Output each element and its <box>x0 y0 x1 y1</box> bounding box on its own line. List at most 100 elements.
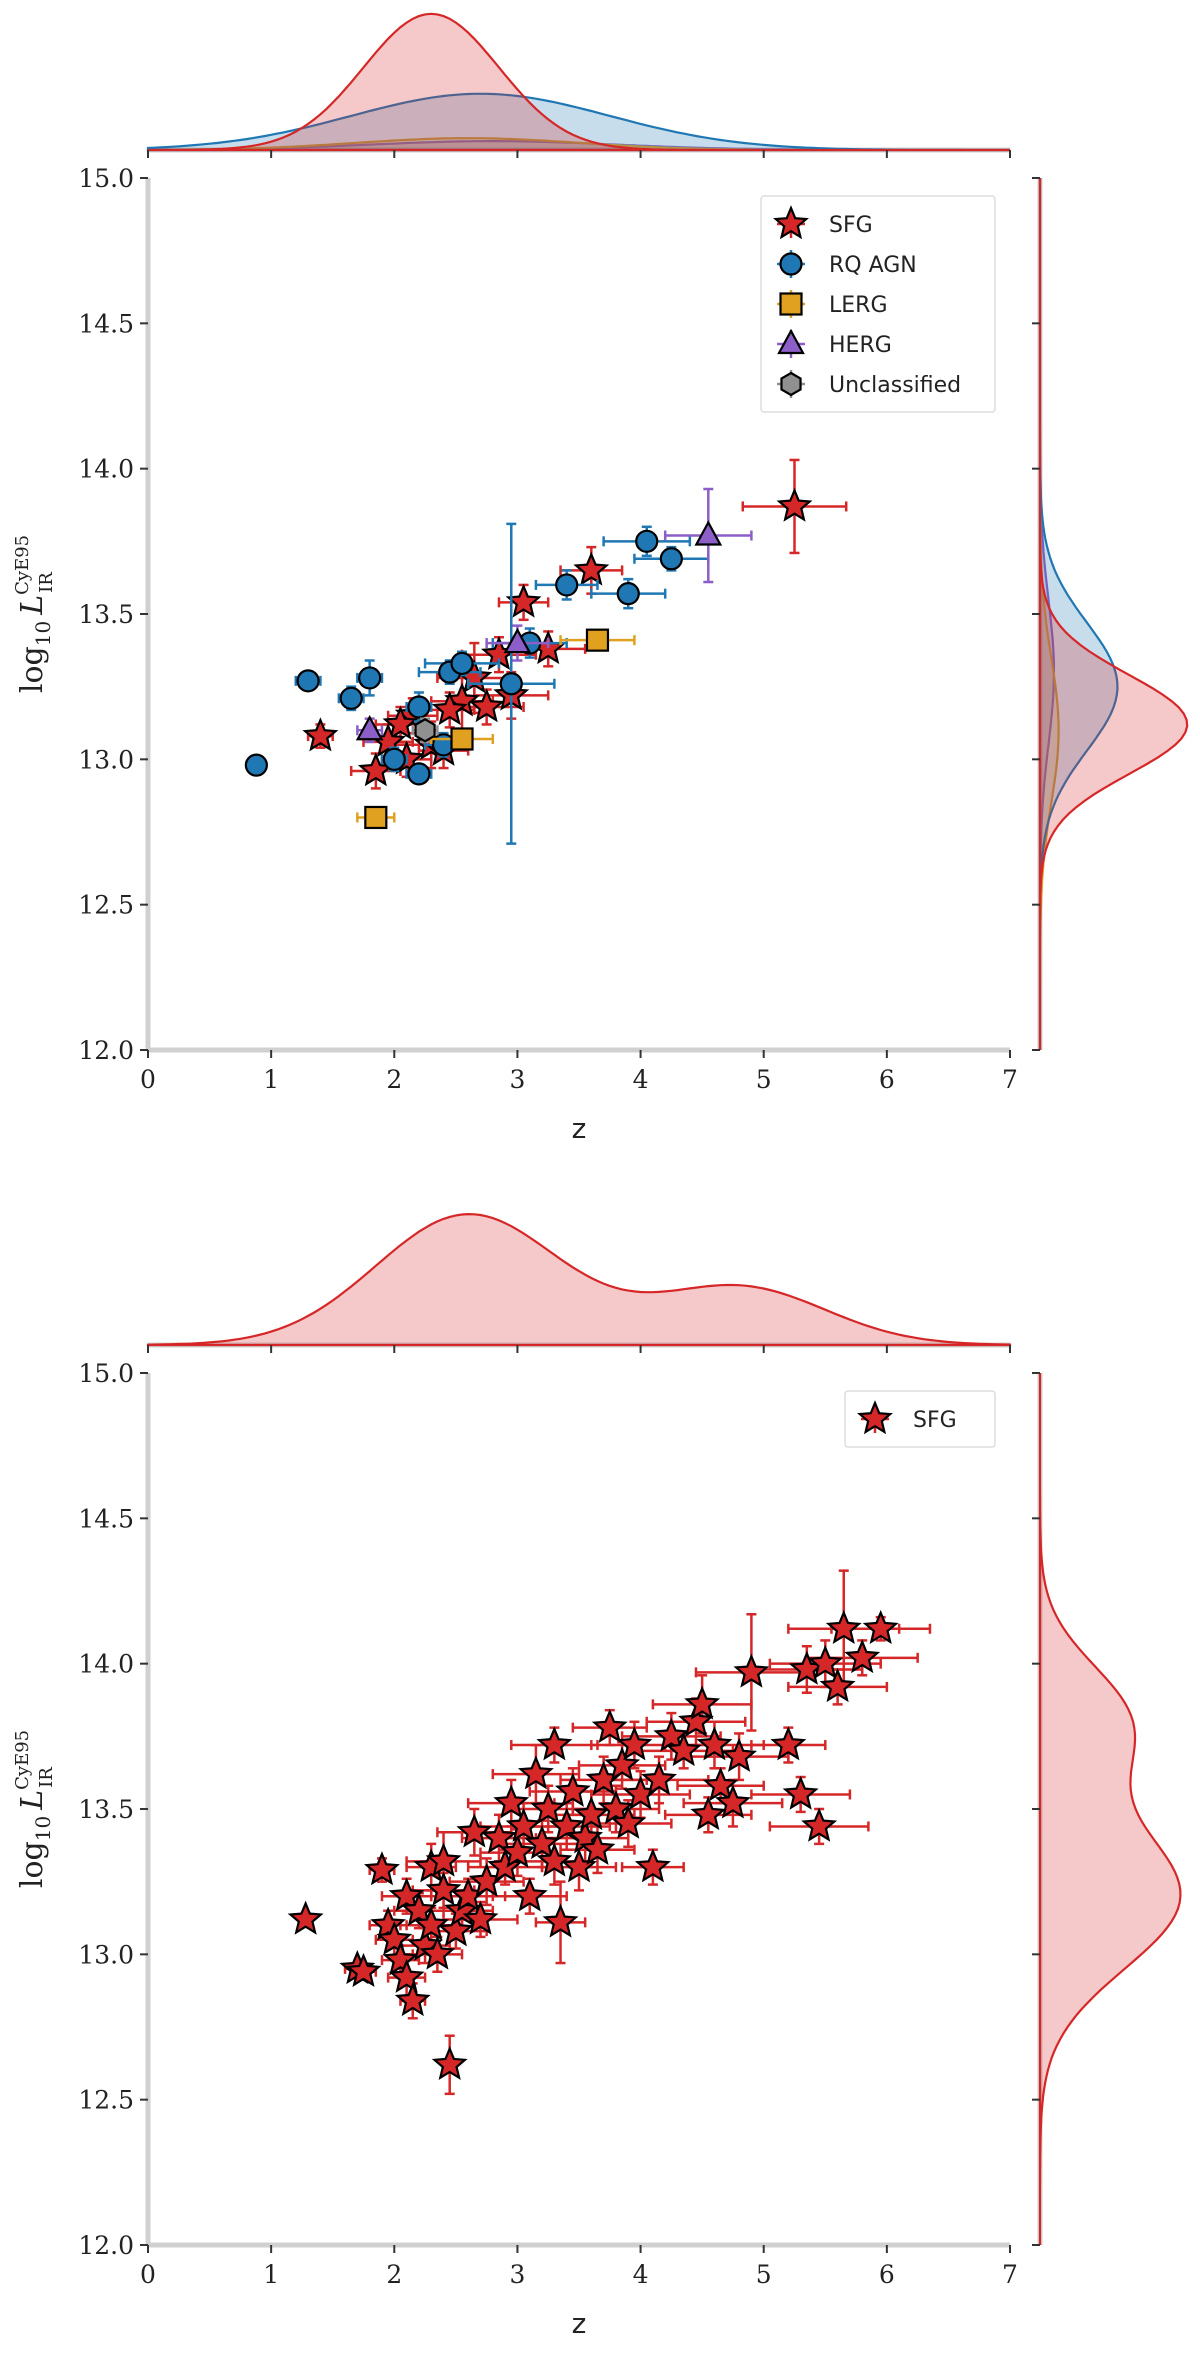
y-tick-label: 12.5 <box>78 891 134 920</box>
data-point-star <box>641 1761 677 1796</box>
legend-marker-triangle <box>777 328 805 355</box>
x-axis-label: z <box>572 1112 587 1145</box>
x-tick-label: 4 <box>633 2260 649 2289</box>
legend-label: HERG <box>829 333 892 358</box>
legend-marker-star <box>773 205 809 240</box>
data-point-star <box>425 1871 462 1906</box>
x-tick-label: 0 <box>140 2260 156 2289</box>
data-point-star <box>388 1877 425 1912</box>
series-sfg <box>302 458 848 790</box>
y-tick-label: 14.0 <box>78 455 134 484</box>
data-point-star <box>431 2045 468 2081</box>
data-point-star <box>690 1795 727 1831</box>
bottom-scatter-panel: 0 1 2 3 4 5 6 7 12.0 12.5 13.0 13.5 14.0 14.5 15.0 z log… <box>12 1359 1018 2340</box>
data-point-star <box>801 1807 838 1842</box>
data-point-circle <box>555 573 579 597</box>
y-axis-label: log10LCyE95 IR <box>12 1730 57 1888</box>
y-tick-label: 15.0 <box>78 1359 134 1388</box>
data-point-star <box>634 1848 671 1883</box>
bottom-legend: SFG <box>844 1390 996 1448</box>
data-point-circle <box>499 672 523 696</box>
data-point-star <box>493 1784 530 1819</box>
y-tick-label: 14.5 <box>78 1504 134 1533</box>
legend-label: RQ AGN <box>829 253 917 278</box>
data-point-star <box>536 1842 573 1877</box>
y-tick-label: 14.5 <box>78 309 134 338</box>
data-point-star <box>413 1906 450 1941</box>
data-point-star <box>807 1644 844 1679</box>
data-point-star <box>573 551 610 586</box>
top-kde-x-panel <box>146 12 1011 158</box>
data-point-star <box>653 1717 690 1752</box>
data-point-star <box>554 1772 591 1807</box>
data-point-circle <box>635 529 659 553</box>
kde-x-curve-sfg <box>146 1212 1012 1347</box>
data-point-star <box>721 1737 758 1772</box>
data-point-square <box>585 628 610 652</box>
x-tick-label: 5 <box>756 2260 772 2289</box>
series-lerg <box>356 628 636 830</box>
legend-label: Unclassified <box>829 373 961 398</box>
data-point-star <box>517 1755 554 1790</box>
top-scatter-panel: 0 1 2 3 4 5 6 7 12.0 12.5 13.0 13.5 14.0 14.5 15.0 z log… <box>12 164 1018 1145</box>
data-point-star <box>714 1784 751 1819</box>
data-point-star <box>770 1726 807 1761</box>
data-point-star <box>345 1952 382 1988</box>
legend-label: SFG <box>913 1408 957 1433</box>
x-tick-label: 1 <box>263 1065 279 1094</box>
data-point-star <box>400 1891 437 1927</box>
series-herg <box>355 487 753 744</box>
x-tick-label: 6 <box>879 2260 895 2289</box>
y-tick-label: 12.0 <box>78 1036 134 1065</box>
data-point-circle <box>382 747 406 771</box>
data-point-star <box>536 1726 573 1761</box>
data-point-star <box>456 1813 493 1848</box>
data-point-star <box>524 1825 560 1860</box>
data-point-star <box>782 1775 819 1810</box>
data-point-square <box>364 805 388 830</box>
x-axis-label: z <box>572 2307 587 2340</box>
data-point-star <box>431 691 468 726</box>
legend-label: SFG <box>829 213 873 238</box>
data-point-circle <box>407 695 431 719</box>
data-point-star <box>505 1807 542 1842</box>
data-point-star <box>419 1935 456 1970</box>
y-tick-label: 14.0 <box>78 1650 134 1679</box>
data-point-star <box>733 1653 770 1688</box>
series-unclassified <box>411 717 439 744</box>
data-point-star <box>665 1732 702 1767</box>
data-point-star <box>530 1790 567 1825</box>
kde-y-curve-sfg <box>1038 178 1189 1050</box>
data-point-star <box>487 1848 524 1883</box>
legend-marker-circle <box>779 252 803 276</box>
data-point-star <box>481 1819 517 1854</box>
y-tick-label: 13.0 <box>78 745 134 774</box>
y-tick-label: 13.5 <box>78 1795 134 1824</box>
x-tick-label: 2 <box>386 2260 402 2289</box>
kde-x-curve-sfg <box>148 12 1010 152</box>
bottom-kde-y-panel <box>1032 1372 1182 2246</box>
y-tick-label: 12.5 <box>78 2086 134 2115</box>
series-sfg <box>287 1569 932 2096</box>
x-tick-label: 7 <box>1002 1065 1018 1094</box>
data-point-star <box>702 1766 739 1802</box>
data-point-triangle <box>694 520 723 546</box>
data-point-star <box>425 1842 462 1877</box>
y-tick-label: 12.0 <box>78 2231 134 2260</box>
data-point-circle <box>616 582 640 606</box>
data-point-star <box>604 1746 641 1781</box>
y-tick-label: 13.0 <box>78 1940 134 1969</box>
data-point-star <box>302 717 339 752</box>
data-point-triangle <box>355 714 384 741</box>
legend-marker-star <box>857 1400 893 1435</box>
data-point-star <box>825 1609 862 1645</box>
bottom-kde-x-panel <box>146 1212 1012 1353</box>
x-tick-label: 0 <box>140 1065 156 1094</box>
top-kde-y-panel <box>1032 177 1189 1051</box>
data-point-circle <box>358 666 382 690</box>
data-point-star <box>819 1668 856 1703</box>
data-point-square <box>450 727 474 751</box>
data-point-star <box>862 1609 899 1645</box>
data-point-star <box>591 1708 628 1743</box>
x-tick-label: 6 <box>879 1065 895 1094</box>
